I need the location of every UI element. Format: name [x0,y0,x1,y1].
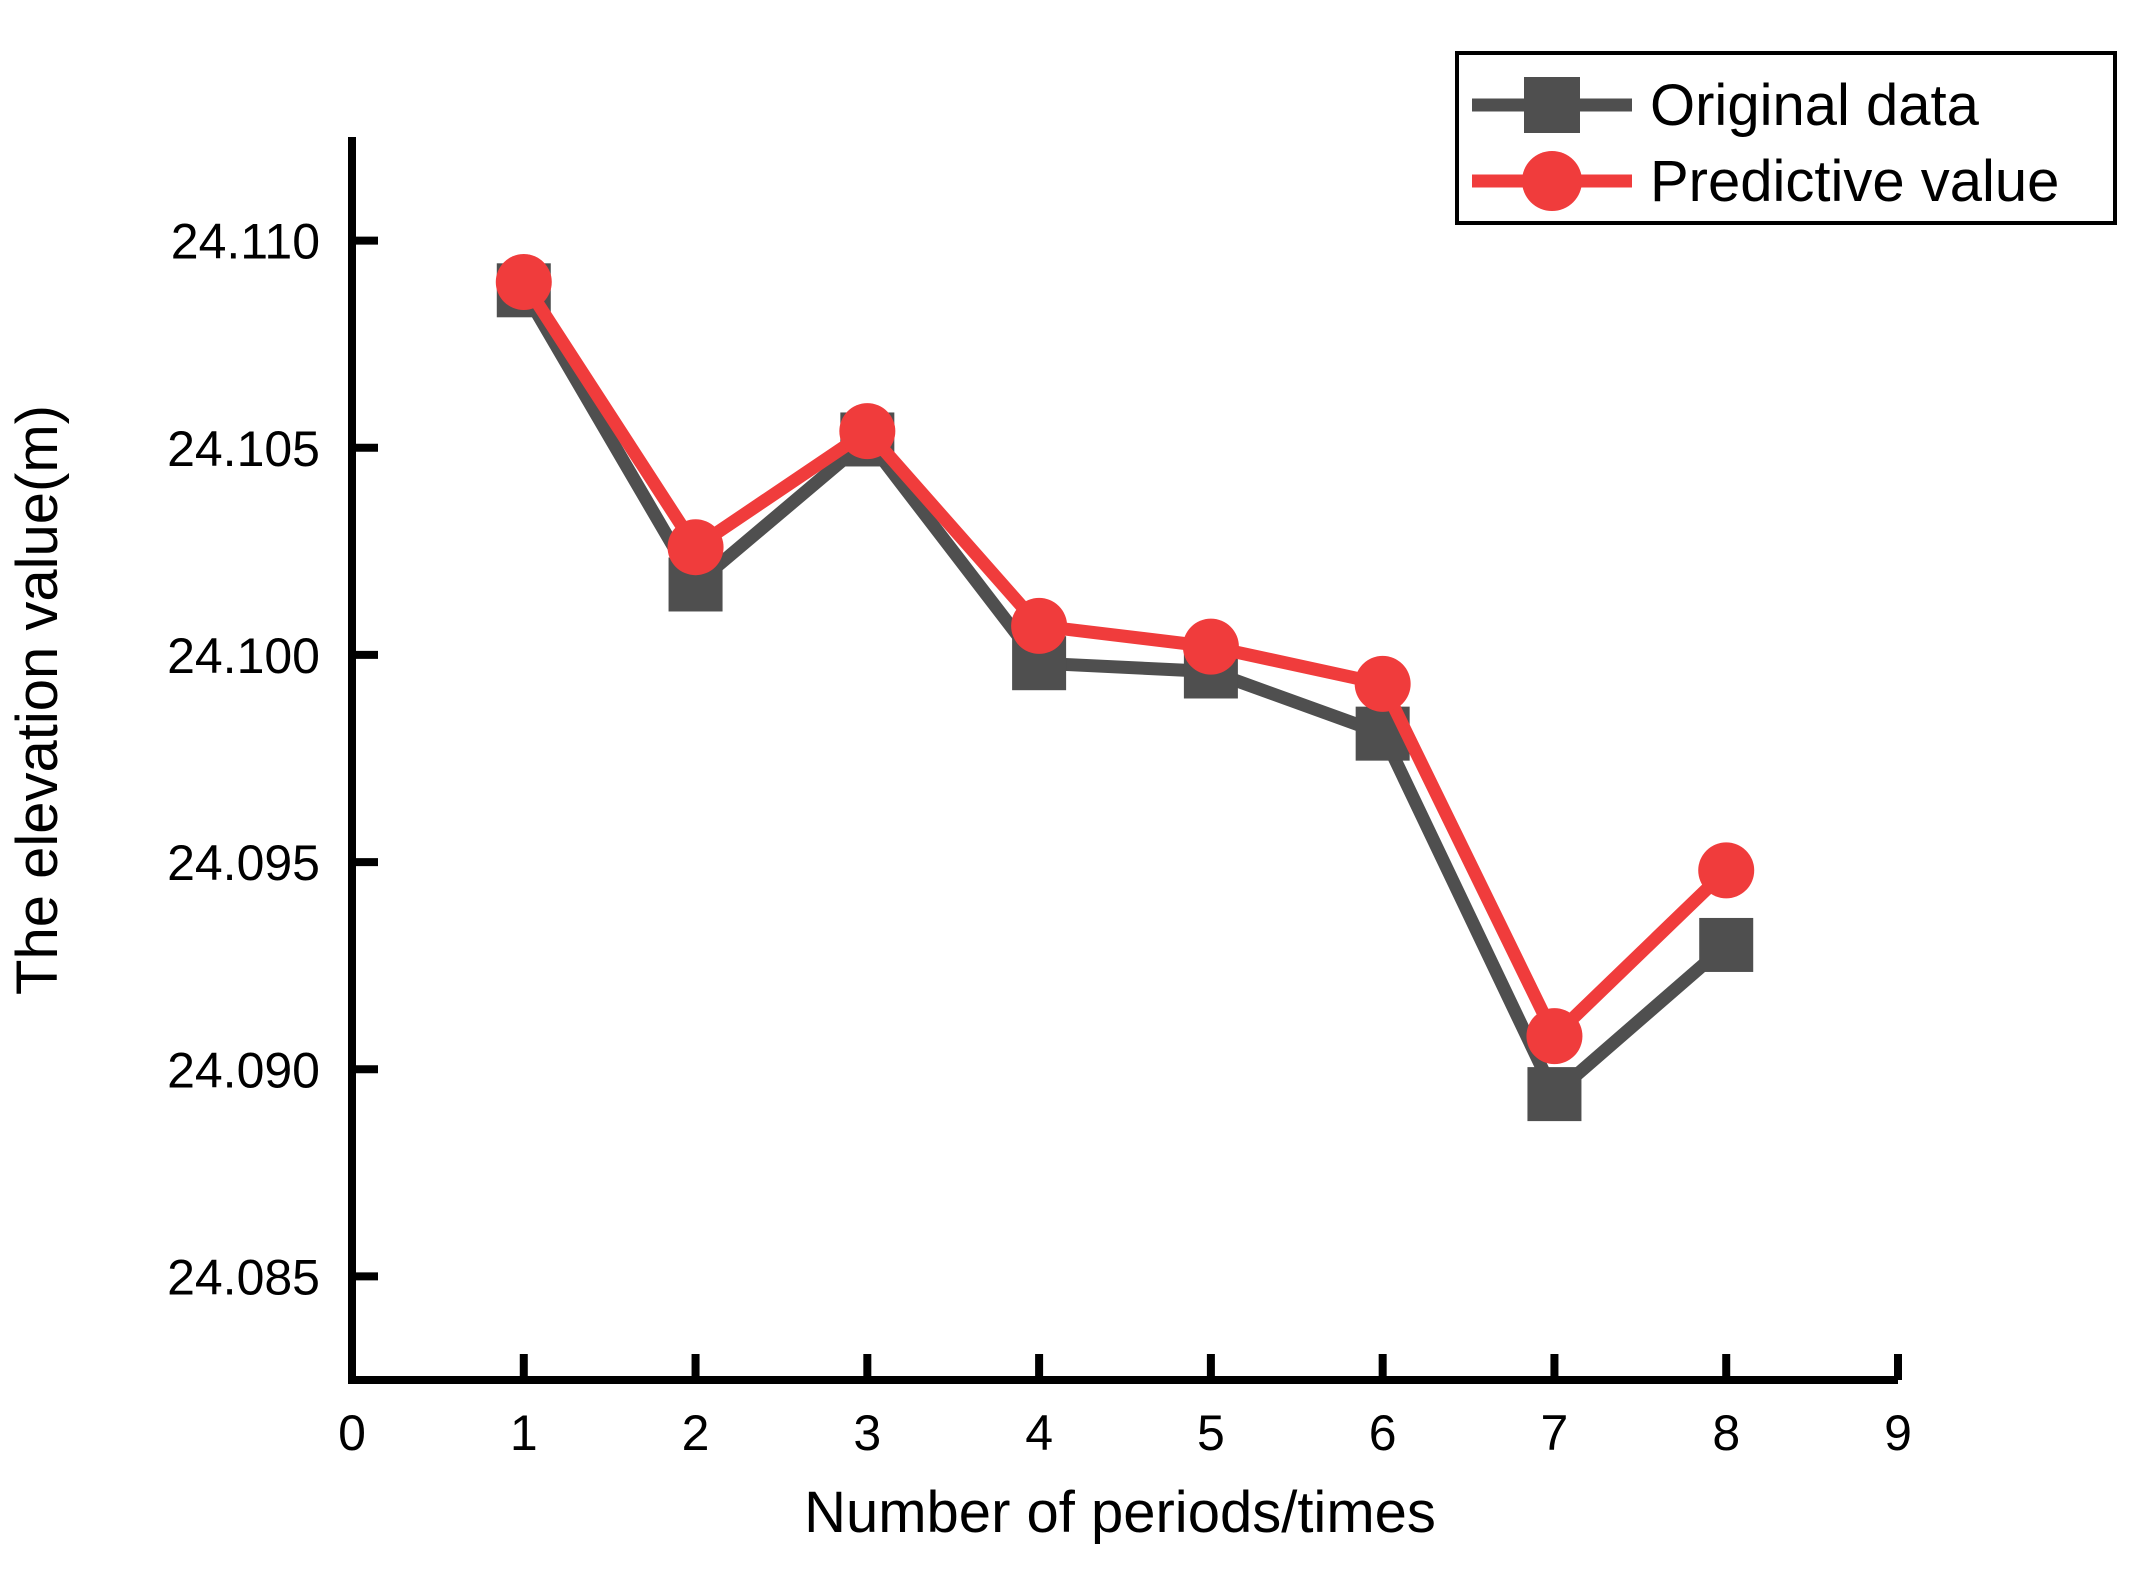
x-axis-title: Number of periods/times [804,1480,1436,1545]
data-point-circle-marker [1011,597,1068,654]
legend-label-original: Original data [1650,73,1980,138]
data-point-circle-marker [1182,618,1239,675]
y-tick-label: 24.105 [167,421,320,477]
x-tick-label: 1 [510,1405,538,1461]
data-point-square-marker [1527,1067,1582,1122]
data-point-circle-marker [839,403,896,460]
x-tick-label: 3 [853,1405,881,1461]
y-tick-label: 24.100 [167,628,320,684]
y-axis-title: The elevation value(m) [5,405,70,995]
y-tick-label: 24.090 [167,1042,320,1098]
legend-item-original-data: Original data [1472,73,1980,138]
legend-label-predictive: Predictive value [1650,149,2059,214]
y-tick-label: 24.085 [167,1249,320,1305]
data-point-square-marker [1699,917,1754,972]
x-tick-label: 5 [1197,1405,1225,1461]
axes: 24.085 24.090 24.095 24.100 24.105 24.110 0 1 2 3… [167,137,1912,1461]
x-tick-label: 2 [682,1405,710,1461]
y-tick-label: 24.110 [171,214,320,270]
series [495,254,1755,1122]
legend-circle-marker-icon [1522,151,1582,211]
data-point-circle-marker [667,519,724,576]
series-line [518,287,1731,1105]
x-tick-label: 9 [1884,1405,1912,1461]
data-point-circle-marker [1354,655,1411,712]
x-tick-label: 6 [1369,1405,1397,1461]
x-tick-label: 4 [1025,1405,1053,1461]
x-tick-label: 7 [1541,1405,1569,1461]
legend: Original data Predictive value [1455,51,2117,225]
x-tick-label: 0 [338,1405,366,1461]
legend-square-marker-icon [1524,77,1580,133]
series-original-data [496,263,1754,1122]
data-point-circle-marker [1526,1008,1583,1065]
series-line [518,278,1731,1047]
data-point-circle-marker [495,254,552,311]
y-tick-label: 24.095 [167,835,320,891]
legend-item-predictive-value: Predictive value [1472,149,2059,214]
series-predictive-value [495,254,1755,1065]
data-point-circle-marker [1698,842,1755,899]
x-tick-label: 8 [1712,1405,1740,1461]
